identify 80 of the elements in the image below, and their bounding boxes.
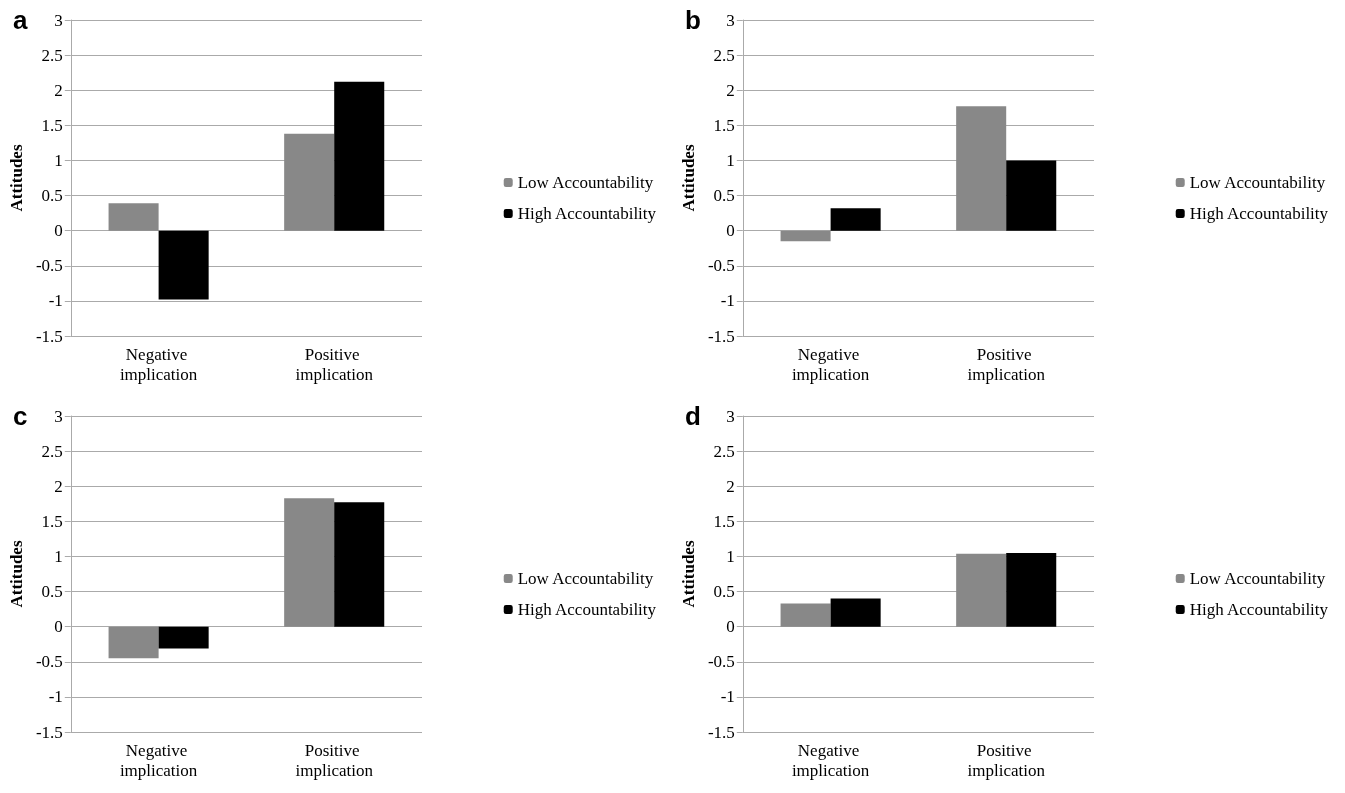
y-tick-label: 2 (54, 476, 63, 496)
bar (956, 106, 1007, 231)
y-tick-label: 1 (54, 546, 63, 566)
y-tick-label: 3 (726, 10, 735, 30)
y-tick-label: 1.5 (41, 511, 63, 531)
legend-label: Low Accountability (517, 569, 654, 588)
y-axis-title: Attitudes (679, 540, 698, 608)
bar (334, 81, 385, 231)
y-tick-label: -0.5 (35, 256, 63, 276)
y-tick-label: 0 (54, 617, 63, 637)
y-tick-label: 0.5 (41, 186, 63, 206)
y-tick-label: 0 (54, 221, 63, 241)
bar (1006, 160, 1057, 231)
x-tick-label: Positive implication (295, 740, 374, 780)
y-axis-title: Attitudes (7, 540, 26, 608)
y-tick-label: 0.5 (713, 186, 735, 206)
x-tick-label: Negative implication (119, 740, 198, 780)
y-tick-label: 2.5 (713, 441, 735, 461)
legend-label: Low Accountability (517, 173, 654, 192)
chart-title: a (13, 5, 28, 35)
y-axis-title: Attitudes (679, 144, 698, 212)
bar (1006, 552, 1057, 627)
y-tick-label: 2 (54, 80, 63, 100)
y-tick-label: -1.5 (707, 326, 735, 346)
y-tick-label: 0.5 (41, 582, 63, 602)
y-tick-label: 3 (726, 406, 735, 426)
chart-title: b (685, 5, 701, 35)
chart-title: d (685, 401, 701, 431)
y-tick-label: 0.5 (713, 582, 735, 602)
y-tick-label: -1 (48, 291, 63, 311)
y-tick-label: 2.5 (713, 45, 735, 65)
bar (830, 598, 881, 627)
legend-label: High Accountability (1189, 600, 1329, 619)
bar (334, 502, 385, 627)
bar (284, 133, 335, 231)
y-tick-label: 1.5 (713, 511, 735, 531)
y-tick-label: 2 (726, 476, 735, 496)
y-tick-label: 1.5 (713, 115, 735, 135)
y-tick-label: -1.5 (35, 722, 63, 742)
y-tick-label: 0 (726, 617, 735, 637)
y-tick-label: -0.5 (35, 652, 63, 672)
y-tick-label: 0 (726, 221, 735, 241)
x-tick-label: Negative implication (791, 740, 870, 780)
y-axis-title: Attitudes (7, 144, 26, 212)
x-tick-label: Positive implication (295, 344, 374, 384)
x-tick-label: Positive implication (967, 740, 1046, 780)
bar (158, 626, 209, 649)
legend-label: Low Accountability (1189, 569, 1326, 588)
y-tick-label: 1.5 (41, 115, 63, 135)
legend-label: High Accountability (1189, 204, 1329, 223)
x-tick-label: Negative implication (791, 344, 870, 384)
y-tick-label: 3 (54, 10, 63, 30)
y-tick-label: -1 (720, 291, 735, 311)
y-tick-label: 2.5 (41, 441, 63, 461)
bar (108, 203, 159, 231)
y-tick-label: 1 (726, 546, 735, 566)
bar (780, 230, 831, 242)
x-tick-label: Negative implication (119, 344, 198, 384)
bar (780, 603, 831, 627)
bar (830, 208, 881, 231)
y-tick-label: 1 (54, 150, 63, 170)
bar (956, 553, 1007, 627)
chart-title: c (13, 401, 28, 431)
legend-label: High Accountability (517, 204, 657, 223)
y-tick-label: 1 (726, 150, 735, 170)
x-tick-label: Positive implication (967, 344, 1046, 384)
bar (284, 498, 335, 627)
y-tick-label: -1 (48, 687, 63, 707)
y-tick-label: -0.5 (707, 652, 735, 672)
y-tick-label: -0.5 (707, 256, 735, 276)
legend-label: Low Accountability (1189, 173, 1326, 192)
bar (158, 230, 209, 300)
legend-label: High Accountability (517, 600, 657, 619)
bar (108, 626, 159, 659)
y-tick-label: 2 (726, 80, 735, 100)
y-tick-label: -1.5 (35, 326, 63, 346)
y-tick-label: -1 (720, 687, 735, 707)
y-tick-label: -1.5 (707, 722, 735, 742)
y-tick-label: 2.5 (41, 45, 63, 65)
y-tick-label: 3 (54, 406, 63, 426)
